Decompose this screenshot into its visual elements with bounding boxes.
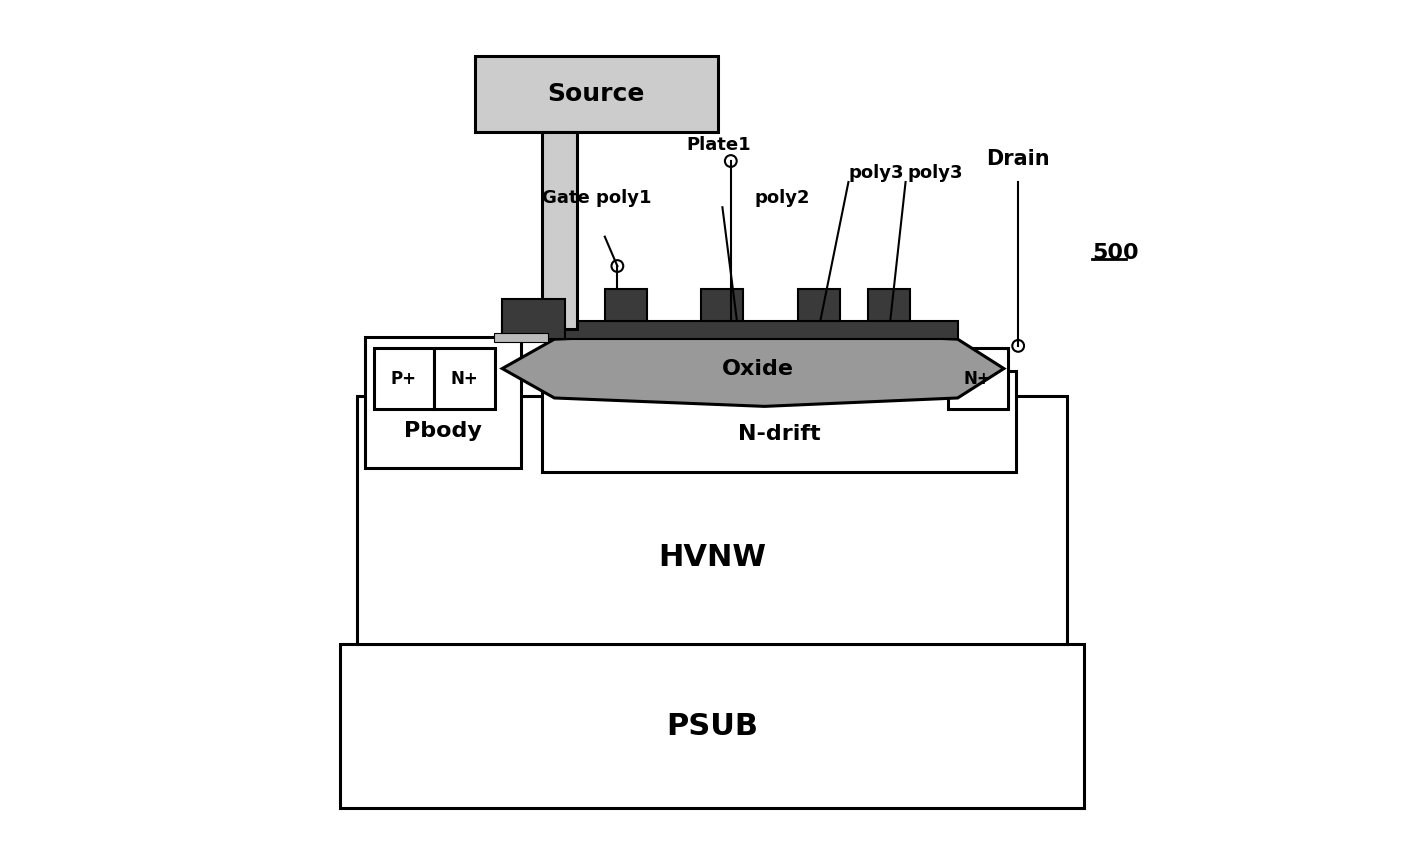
Bar	[948, 348, 1008, 409]
Text: N-drift: N-drift	[738, 423, 821, 443]
Bar	[503, 298, 565, 339]
Bar	[374, 348, 434, 409]
Bar	[494, 333, 548, 341]
Bar	[340, 644, 1084, 808]
Text: PSUB: PSUB	[665, 711, 758, 741]
Text: Oxide: Oxide	[721, 358, 794, 379]
Bar	[503, 320, 958, 339]
Text: poly3: poly3	[848, 164, 904, 182]
Bar	[541, 371, 1017, 472]
Text: 500: 500	[1092, 244, 1138, 264]
Text: Source: Source	[548, 82, 645, 106]
Text: N+: N+	[964, 369, 991, 388]
Bar	[798, 289, 840, 320]
Text: Plate1: Plate1	[685, 137, 751, 154]
Text: poly3: poly3	[907, 164, 962, 182]
Bar	[434, 348, 494, 409]
Bar	[474, 56, 718, 132]
Text: HVNW: HVNW	[658, 543, 765, 572]
Bar	[357, 396, 1067, 644]
Text: Drain: Drain	[987, 149, 1050, 169]
Text: Pbody: Pbody	[404, 422, 483, 441]
Text: poly2: poly2	[754, 189, 810, 207]
Polygon shape	[503, 330, 1004, 406]
Bar	[701, 289, 744, 320]
Bar	[605, 289, 647, 320]
Text: Gate poly1: Gate poly1	[541, 189, 651, 207]
Text: P+: P+	[391, 369, 417, 388]
Bar	[366, 337, 521, 468]
Text: N+: N+	[451, 369, 478, 388]
Bar	[868, 289, 910, 320]
Bar	[541, 132, 577, 329]
